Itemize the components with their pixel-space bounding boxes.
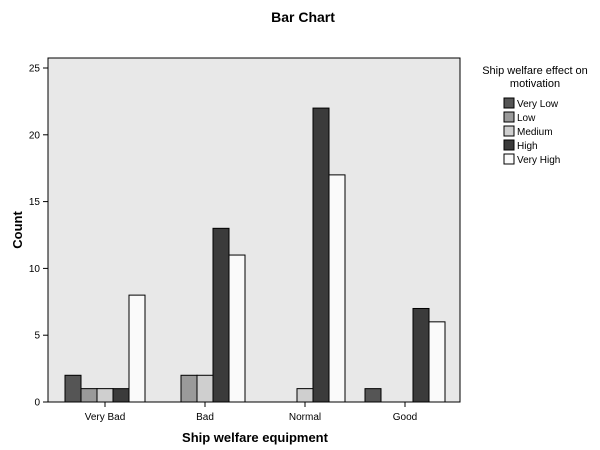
legend-swatch [503, 139, 515, 151]
y-axis-title: Count [10, 211, 25, 249]
legend-label: Very Low [517, 99, 559, 110]
y-tick-label: 0 [34, 398, 40, 409]
legend-label: Medium [517, 127, 553, 138]
bar-very-high-very-bad [128, 294, 146, 403]
legend-label: Very High [517, 155, 560, 166]
y-tick-label: 20 [29, 130, 41, 141]
bar-high-normal [312, 107, 330, 403]
bar-medium-bad [196, 374, 214, 403]
legend: Ship welfare effect on motivation Very Low… [482, 65, 588, 166]
bar-very-low-very-bad [64, 374, 82, 403]
bar-high-good [412, 307, 430, 403]
bar-medium-normal [296, 388, 314, 403]
y-axis: 0 5 10 15 20 25 [29, 64, 48, 409]
legend-label: High [517, 141, 538, 152]
legend-label: Low [517, 113, 536, 124]
bar-very-high-good [428, 321, 446, 403]
legend-swatch [503, 153, 515, 165]
x-tick-label: Good [393, 412, 417, 423]
x-axis-title: Ship welfare equipment [182, 430, 329, 445]
bar-low-bad [180, 374, 198, 403]
bar-low-very-bad [80, 388, 98, 403]
y-tick-label: 5 [34, 331, 40, 342]
legend-swatch [503, 111, 515, 123]
bars-group [64, 107, 446, 403]
bar-medium-very-bad [96, 388, 114, 403]
x-axis: Very Bad Bad Normal Good [85, 402, 417, 423]
plot-area [47, 57, 461, 403]
bar-very-high-bad [228, 254, 246, 403]
legend-swatch [503, 125, 515, 137]
bar-high-bad [212, 227, 230, 403]
bar-high-very-bad [112, 388, 130, 403]
chart-title: Bar Chart [271, 9, 335, 25]
y-tick-label: 15 [29, 197, 41, 208]
legend-swatch [503, 97, 515, 109]
legend-title: Ship welfare effect on motivation [482, 65, 588, 90]
y-tick-label: 10 [29, 264, 41, 275]
y-tick-label: 25 [29, 64, 41, 75]
bar-very-low-good [364, 388, 382, 403]
x-tick-label: Very Bad [85, 412, 126, 423]
x-tick-label: Bad [196, 412, 214, 423]
bar-very-high-normal [328, 174, 346, 403]
x-tick-label: Normal [289, 412, 321, 423]
